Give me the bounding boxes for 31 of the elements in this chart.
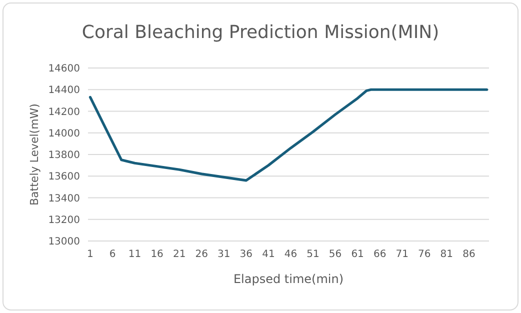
x-tick-label: 86 — [462, 249, 476, 260]
x-tick-label: 36 — [240, 249, 253, 260]
x-tick-label: 71 — [396, 249, 408, 260]
x-tick-label: 11 — [128, 249, 142, 260]
x-tick-label: 31 — [218, 249, 230, 260]
y-tick-label: 13400 — [48, 193, 80, 204]
y-tick-label: 13600 — [48, 172, 80, 183]
x-tick-label: 26 — [195, 249, 208, 260]
x-tick-label: 51 — [306, 249, 320, 260]
y-tick-label: 13000 — [48, 236, 80, 248]
x-tick-label: 66 — [373, 249, 386, 260]
y-axis-title: Battely Level(mW) — [28, 104, 41, 206]
line-series — [88, 88, 488, 182]
x-tick-label: 1 — [87, 249, 94, 260]
x-axis-title: Elapsed time(min) — [233, 272, 344, 286]
y-tick-label: 14400 — [48, 85, 80, 96]
x-tick-label: 76 — [418, 249, 431, 260]
chart-title: Coral Bleaching Prediction Mission(MIN) — [82, 22, 440, 43]
y-tick-label: 14000 — [48, 128, 80, 140]
x-tick-label: 56 — [328, 249, 342, 260]
x-tick-label: 81 — [440, 249, 454, 260]
x-tick-label: 46 — [284, 249, 298, 260]
y-tick-label: 14600 — [48, 64, 80, 74]
x-tick-label: 16 — [150, 249, 164, 260]
x-tick-label: 61 — [351, 249, 364, 260]
x-tick-label: 6 — [109, 249, 116, 260]
x-tick-label: 21 — [172, 249, 186, 260]
y-tick-label: 13800 — [48, 150, 80, 161]
y-tick-label: 14200 — [48, 106, 80, 118]
y-tick-label: 13200 — [48, 214, 80, 226]
x-tick-label: 41 — [262, 249, 275, 260]
